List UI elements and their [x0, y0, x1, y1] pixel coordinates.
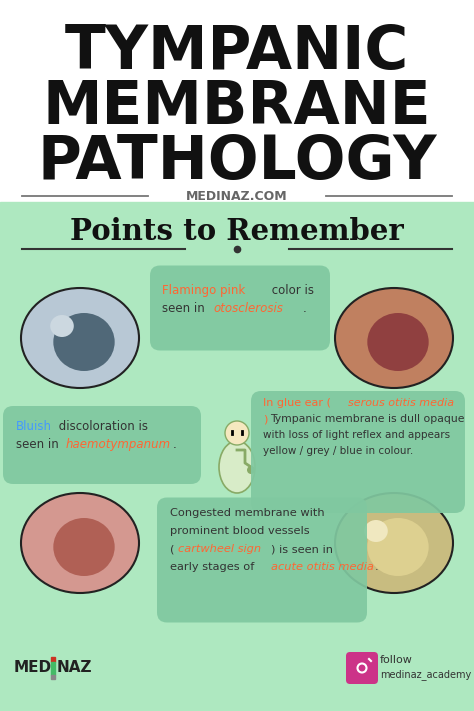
- Text: Points to Remember: Points to Remember: [70, 218, 404, 247]
- Ellipse shape: [21, 493, 139, 593]
- Text: otosclerosis: otosclerosis: [213, 302, 283, 315]
- Ellipse shape: [53, 313, 115, 371]
- Text: early stages of: early stages of: [170, 562, 258, 572]
- Text: serous otitis media: serous otitis media: [348, 398, 454, 408]
- Text: acute otitis media: acute otitis media: [271, 562, 374, 572]
- Bar: [51, 662, 55, 675]
- Text: Flamingo pink: Flamingo pink: [162, 284, 245, 297]
- Text: ): ): [263, 414, 267, 424]
- Ellipse shape: [367, 518, 428, 576]
- Bar: [51, 675, 55, 679]
- Text: with loss of light reflex and appears: with loss of light reflex and appears: [263, 430, 450, 440]
- Text: color is: color is: [268, 284, 314, 297]
- Text: In glue ear (: In glue ear (: [263, 398, 331, 408]
- FancyBboxPatch shape: [251, 391, 465, 513]
- Text: Tympanic membrane is dull opaque: Tympanic membrane is dull opaque: [270, 414, 465, 424]
- Ellipse shape: [247, 466, 255, 474]
- Text: MEDINAZ.COM: MEDINAZ.COM: [186, 190, 288, 203]
- Text: discoloration is: discoloration is: [55, 420, 148, 433]
- Ellipse shape: [21, 288, 139, 388]
- Text: prominent blood vessels: prominent blood vessels: [170, 526, 310, 536]
- Ellipse shape: [53, 518, 115, 576]
- Ellipse shape: [364, 520, 388, 542]
- Text: follow: follow: [380, 655, 413, 665]
- Ellipse shape: [367, 313, 428, 371]
- Text: (: (: [170, 544, 174, 554]
- FancyBboxPatch shape: [157, 498, 367, 623]
- Text: MED: MED: [14, 660, 52, 675]
- Text: Congested membrane with: Congested membrane with: [170, 508, 325, 518]
- Text: yellow / grey / blue in colour.: yellow / grey / blue in colour.: [263, 446, 413, 456]
- Text: haemotympanum: haemotympanum: [66, 438, 171, 451]
- Ellipse shape: [50, 315, 74, 337]
- Text: .: .: [375, 562, 379, 572]
- Text: medinaz_academy: medinaz_academy: [380, 669, 471, 680]
- Bar: [0, 0, 474, 202]
- Text: cartwheel sign: cartwheel sign: [178, 544, 261, 554]
- Text: Bluish: Bluish: [16, 420, 52, 433]
- Ellipse shape: [335, 493, 453, 593]
- Text: .: .: [303, 302, 307, 315]
- Text: MEMBRANE: MEMBRANE: [43, 77, 431, 137]
- Bar: [51, 657, 55, 662]
- Text: PATHOLOGY: PATHOLOGY: [37, 132, 437, 191]
- Ellipse shape: [335, 288, 453, 388]
- FancyBboxPatch shape: [346, 652, 378, 684]
- Ellipse shape: [219, 441, 255, 493]
- Ellipse shape: [225, 421, 249, 445]
- Text: TYMPANIC: TYMPANIC: [65, 23, 409, 82]
- Text: .: .: [173, 438, 177, 451]
- Text: seen in: seen in: [16, 438, 63, 451]
- Bar: [0, 202, 474, 711]
- Text: NAZ: NAZ: [57, 660, 92, 675]
- FancyBboxPatch shape: [150, 265, 330, 351]
- FancyBboxPatch shape: [3, 406, 201, 484]
- Text: seen in: seen in: [162, 302, 209, 315]
- Text: ) is seen in: ) is seen in: [271, 544, 333, 554]
